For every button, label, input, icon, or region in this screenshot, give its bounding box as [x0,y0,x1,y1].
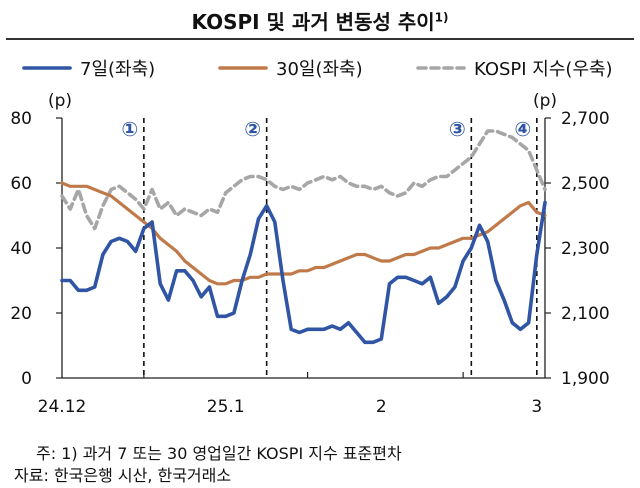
event-marker-label: ④ [514,117,531,141]
legend-label: 7일(좌축) [80,59,155,80]
left-tick-label: 80 [10,109,32,129]
right-tick-label: 2,500 [561,174,610,194]
x-tick-label: 24.12 [38,397,87,417]
x-tick-label: 25.1 [207,397,245,417]
series-kospi-line [60,129,547,231]
left-tick-label: 0 [21,369,32,389]
series-7day-line [60,200,547,345]
right-tick-label: 1,900 [561,369,610,389]
right-tick-label: 2,300 [561,239,610,259]
left-tick-label: 20 [10,304,32,324]
left-tick-label: 60 [10,174,32,194]
x-tick-label: 3 [531,397,542,417]
source-note: 자료: 한국은행 시산, 한국거래소 [14,466,232,485]
left-tick-label: 40 [10,239,32,259]
x-tick-label: 2 [376,397,387,417]
chart-title-footnote-mark: 1) [434,10,449,25]
legend-label: 30일(좌축) [276,59,363,80]
right-axis-unit: (p) [533,91,557,111]
right-tick-label: 2,700 [561,109,610,129]
left-axis-unit: (p) [48,91,72,111]
chart-title-text: KOSPI 및 과거 변동성 추이 [191,10,435,34]
event-marker-label: ③ [449,117,466,141]
footnote: 주: 1) 과거 7 또는 30 영업일간 KOSPI 지수 표준편차 [36,444,402,463]
title-divider [6,38,634,40]
event-marker-label: ② [244,117,261,141]
legend-label: KOSPI 지수(우축) [474,59,613,80]
chart-title: KOSPI 및 과거 변동성 추이1) [0,6,640,35]
series-30day-line [60,181,547,286]
event-marker-label: ① [121,117,138,141]
right-tick-label: 2,100 [561,304,610,324]
